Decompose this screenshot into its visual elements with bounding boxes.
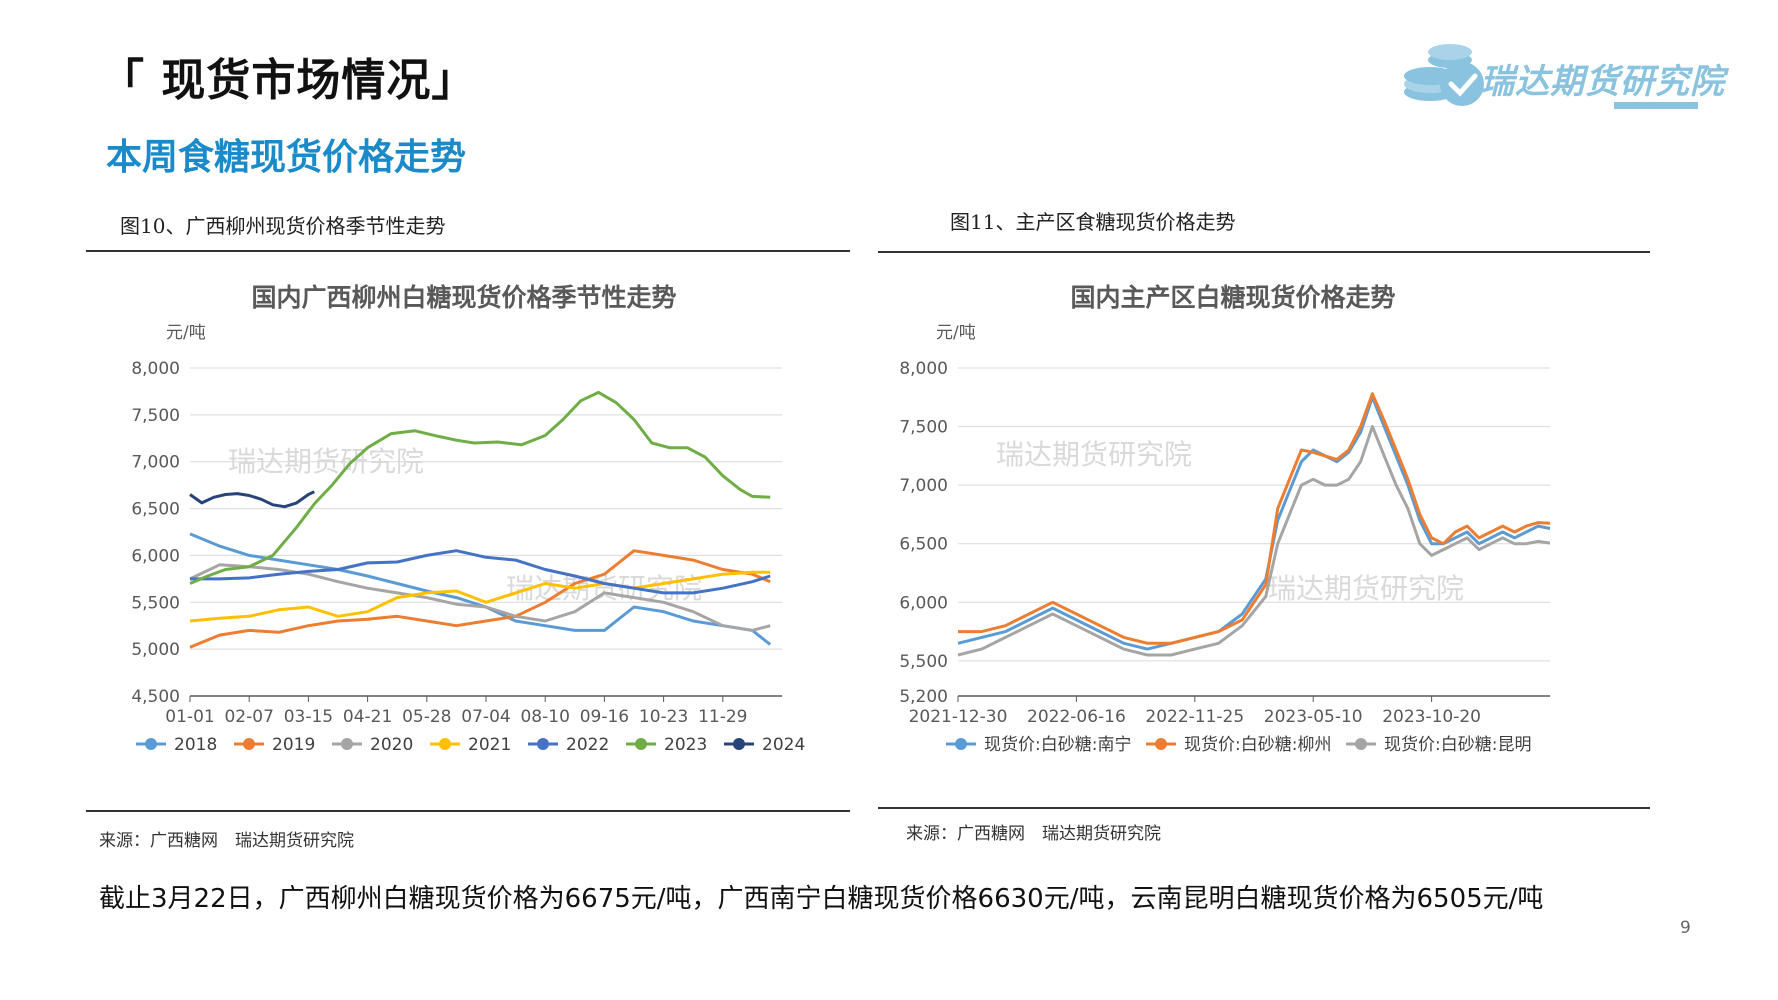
- y-tick-label: 7,500: [131, 406, 180, 426]
- y-axis-label: 元/吨: [166, 323, 206, 343]
- x-tick-label: 01-01: [165, 707, 214, 727]
- y-tick-label: 7,500: [899, 418, 948, 438]
- x-tick-label: 11-29: [698, 707, 747, 727]
- x-tick-label: 05-28: [402, 707, 451, 727]
- x-tick-label: 2021-12-30: [909, 707, 1008, 727]
- legend-swatch-marker: [537, 738, 549, 750]
- chart-title: 国内主产区白糖现货价格走势: [1070, 283, 1395, 312]
- slide-title: 「 现货市场情况」: [100, 55, 477, 106]
- divider: [86, 810, 850, 812]
- y-tick-label: 7,000: [899, 476, 948, 496]
- legend-label: 2023: [664, 735, 707, 755]
- series-line-3: [189, 570, 771, 623]
- y-tick-label: 5,000: [131, 640, 180, 660]
- chart-main-regions: 国内主产区白糖现货价格走势 元/吨 瑞达期货研究院 瑞达期货研究院 5,200 5…: [899, 283, 1551, 755]
- x-tick-label: 09-16: [580, 707, 629, 727]
- series-line-5: [189, 390, 771, 585]
- series-line-2: [957, 425, 1551, 657]
- legend-item: 2021: [430, 735, 511, 755]
- legend-swatch-marker: [145, 738, 157, 750]
- x-tick-label: 02-07: [224, 707, 273, 727]
- y-tick-label: 4,500: [131, 687, 180, 707]
- chart-title: 国内广西柳州白糖现货价格季节性走势: [251, 283, 676, 312]
- legend-swatch-marker: [733, 738, 745, 750]
- legend-label: 现货价:白砂糖:昆明: [1384, 735, 1531, 755]
- y-tick-label: 6,000: [131, 546, 180, 566]
- y-tick-label: 5,200: [899, 687, 948, 707]
- legend-label: 2021: [468, 735, 511, 755]
- y-tick-label: 7,000: [131, 453, 180, 473]
- watermark: 瑞达期货研究院: [506, 572, 702, 605]
- legend-item: 现货价:白砂糖:昆明: [1346, 735, 1531, 755]
- divider: [878, 807, 1650, 809]
- y-axis-label: 元/吨: [936, 323, 976, 343]
- logo-text: 瑞达期货研究院: [1480, 62, 1725, 102]
- x-tick-label: 07-04: [461, 707, 510, 727]
- legend-label: 2024: [762, 735, 805, 755]
- y-tick-label: 6,500: [899, 535, 948, 555]
- legend-swatch-marker: [635, 738, 647, 750]
- series-line-2: [189, 563, 771, 632]
- divider: [86, 250, 850, 252]
- legend-swatch-marker: [243, 738, 255, 750]
- summary-text: 截止3月22日，广西柳州白糖现货价格为6675元/吨，广西南宁白糖现货价格663…: [99, 884, 1544, 914]
- legend-label: 现货价:白砂糖:柳州: [1184, 735, 1331, 755]
- x-tick-label: 2022-06-16: [1027, 707, 1126, 727]
- x-tick-label: 04-21: [343, 707, 392, 727]
- legend-swatch-marker: [1155, 738, 1167, 750]
- y-tick-label: 5,500: [899, 652, 948, 672]
- series-line-1: [189, 549, 771, 649]
- legend-label: 2019: [272, 735, 315, 755]
- legend-item: 2022: [528, 735, 609, 755]
- legend-item: 现货价:白砂糖:柳州: [1146, 735, 1331, 755]
- legend-item: 2019: [234, 735, 315, 755]
- legend-swatch-marker: [1355, 738, 1367, 750]
- legend-label: 现货价:白砂糖:南宁: [984, 735, 1131, 755]
- legend-item: 2018: [136, 735, 217, 755]
- divider: [878, 251, 1650, 253]
- figure-source: 来源：广西糖网 瑞达期货研究院: [906, 824, 1161, 844]
- legend-swatch-marker: [955, 738, 967, 750]
- series-line-4: [190, 549, 771, 595]
- legend-label: 2022: [566, 735, 609, 755]
- y-tick-label: 6,500: [131, 500, 180, 520]
- legend-item: 2023: [626, 735, 707, 755]
- x-tick-label: 2023-05-10: [1264, 707, 1363, 727]
- x-tick-label: 2022-11-25: [1145, 707, 1244, 727]
- y-tick-label: 8,000: [899, 359, 948, 379]
- series-line-1: [958, 392, 1551, 645]
- logo-coins-icon: [1404, 44, 1484, 106]
- watermark: 瑞达期货研究院: [996, 438, 1192, 471]
- legend-item: 2024: [724, 735, 805, 755]
- x-tick-label: 2023-10-20: [1382, 707, 1481, 727]
- figure-source: 来源：广西糖网 瑞达期货研究院: [99, 831, 354, 851]
- y-tick-label: 6,000: [899, 593, 948, 613]
- slide-subtitle: 本周食糖现货价格走势: [106, 137, 467, 178]
- logo-underline: [1614, 102, 1698, 109]
- figure-caption: 图11、主产区食糖现货价格走势: [950, 210, 1236, 234]
- legend-item: 现货价:白砂糖:南宁: [946, 735, 1131, 755]
- x-tick-label: 03-15: [284, 707, 333, 727]
- watermark: 瑞达期货研究院: [1268, 572, 1464, 605]
- page-number: 9: [1680, 918, 1691, 938]
- y-tick-label: 5,500: [131, 593, 180, 613]
- x-tick-label: 08-10: [520, 707, 569, 727]
- legend-swatch-marker: [439, 738, 451, 750]
- legend-label: 2018: [174, 735, 217, 755]
- legend-label: 2020: [370, 735, 413, 755]
- x-tick-label: 10-23: [639, 707, 688, 727]
- chart-liuzhou-seasonal: 国内广西柳州白糖现货价格季节性走势 元/吨 瑞达期货研究院 瑞达期货研究院 4,…: [131, 283, 805, 755]
- y-tick-label: 8,000: [131, 359, 180, 379]
- series-line-6: [189, 490, 315, 509]
- legend-item: 2020: [332, 735, 413, 755]
- figure-caption: 图10、广西柳州现货价格季节性走势: [120, 214, 446, 238]
- legend-swatch-marker: [341, 738, 353, 750]
